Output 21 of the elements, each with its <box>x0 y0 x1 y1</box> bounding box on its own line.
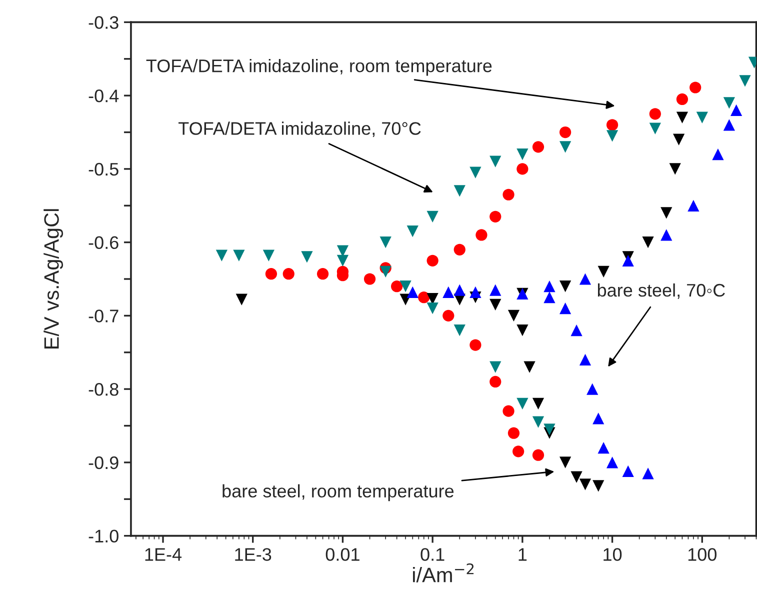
y-tick-label: -0.3 <box>88 16 118 29</box>
y-tick-label: -0.7 <box>88 310 118 322</box>
y-tick-label: -0.8 <box>88 382 118 396</box>
x-tick-label: 0.01 <box>326 548 360 561</box>
annotation: bare steel, 70◦C <box>598 283 725 299</box>
x-tick-label: 0.1 <box>420 548 444 561</box>
x-tick-label: 1E-3 <box>235 548 272 561</box>
x-tick-label: 10 <box>604 548 622 561</box>
y-tick-label: -0.5 <box>88 162 118 176</box>
x-tick-label: 1E-4 <box>145 548 182 561</box>
annotation: TOFA/DETA imidazoline, 70°C <box>178 122 421 138</box>
annotation: bare steel, room temperature <box>222 484 454 502</box>
x-tick-label: 100 <box>688 548 716 561</box>
annotation: TOFA/DETA imidazoline, room temperature <box>146 58 492 76</box>
x-tick-label: 1 <box>518 548 527 561</box>
y-tick-label: -1.0 <box>88 530 118 543</box>
y-axis-title: E/V vs.Ag/AgCl <box>44 209 64 348</box>
y-tick-label: -0.9 <box>88 456 118 470</box>
y-tick-label: -0.6 <box>88 236 118 250</box>
y-tick-label: -0.4 <box>88 90 119 102</box>
x-axis-title: i/Am$^{−2}$ <box>413 563 474 582</box>
